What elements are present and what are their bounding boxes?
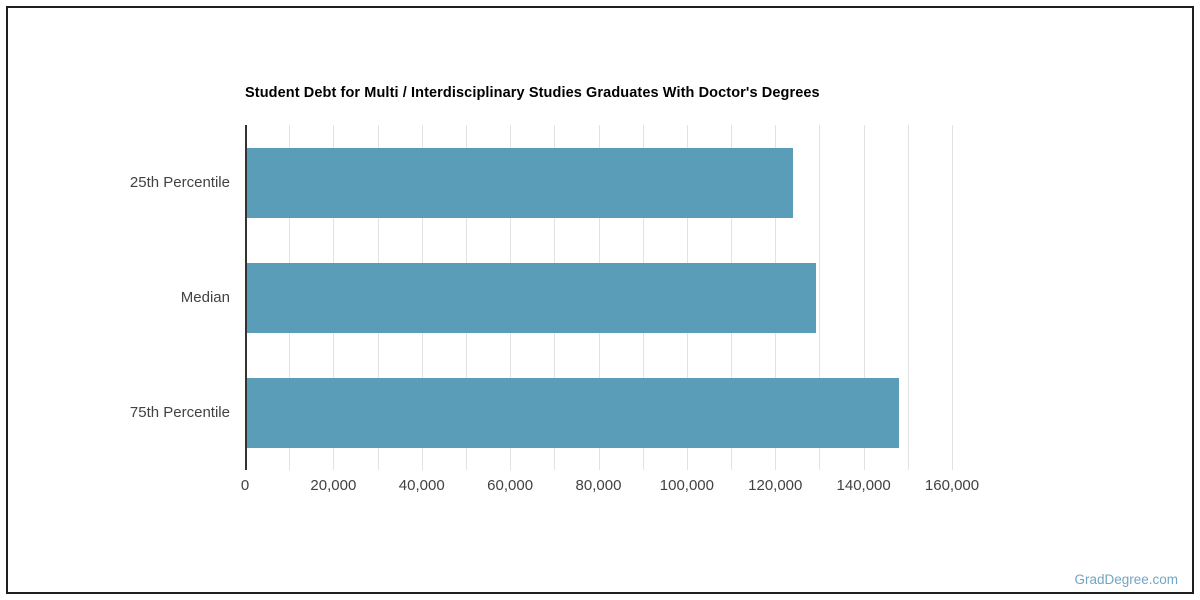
y-axis-line — [245, 125, 247, 470]
watermark-link[interactable]: GradDegree.com — [1074, 572, 1178, 587]
x-tick-label: 120,000 — [748, 477, 803, 494]
x-tick-label: 20,000 — [310, 477, 357, 494]
gridline — [952, 125, 953, 470]
gridline — [819, 125, 820, 470]
gridline — [908, 125, 909, 470]
y-category-label: 25th Percentile — [129, 174, 230, 191]
gridline — [864, 125, 865, 470]
y-category-label: 75th Percentile — [129, 404, 230, 421]
bar-25th-percentile — [247, 148, 793, 218]
x-tick-label: 80,000 — [575, 477, 622, 494]
bar-75th-percentile — [247, 378, 899, 448]
x-tick-label: 0 — [240, 477, 250, 494]
x-tick-label: 60,000 — [487, 477, 534, 494]
chart-title: Student Debt for Multi / Interdisciplina… — [245, 85, 820, 101]
x-tick-label: 140,000 — [836, 477, 891, 494]
x-tick-label: 100,000 — [659, 477, 714, 494]
bar-median — [247, 263, 816, 333]
plot-area — [245, 125, 953, 470]
y-category-label: Median — [180, 289, 230, 306]
x-tick-label: 40,000 — [398, 477, 445, 494]
x-tick-label: 160,000 — [924, 477, 980, 494]
